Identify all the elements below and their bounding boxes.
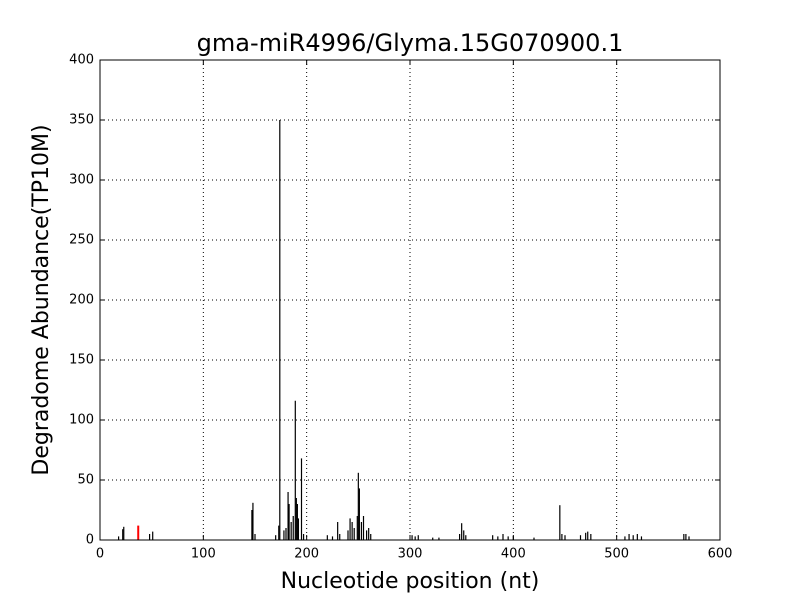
y-axis-label: Degradome Abundance(TP10M) (29, 124, 54, 475)
y-tick-label: 300 (69, 173, 94, 188)
y-tick-label: 100 (69, 413, 94, 428)
y-tick-label: 250 (69, 233, 94, 248)
plot-frame (99, 59, 721, 541)
x-tick-label: 200 (294, 547, 319, 562)
x-tick-label: 400 (501, 547, 526, 562)
x-axis-label: Nucleotide position (nt) (281, 569, 540, 594)
y-tick-label: 350 (69, 113, 94, 128)
x-tick-label: 0 (96, 547, 104, 562)
y-tick-label: 400 (69, 53, 94, 68)
y-tick-label: 0 (86, 533, 94, 548)
chart-title: gma-miR4996/Glyma.15G070900.1 (197, 29, 624, 57)
y-tick-label: 150 (69, 353, 94, 368)
y-tick-label: 50 (77, 473, 94, 488)
y-tick-label: 200 (69, 293, 94, 308)
x-tick-label: 100 (191, 547, 216, 562)
x-tick-label: 300 (398, 547, 423, 562)
x-tick-label: 600 (708, 547, 733, 562)
x-tick-label: 500 (604, 547, 629, 562)
